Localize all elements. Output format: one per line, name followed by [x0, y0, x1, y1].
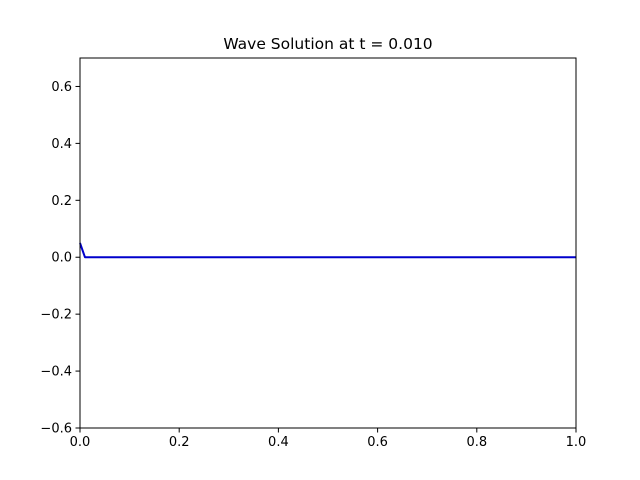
x-tick-label: 1.0	[566, 435, 587, 450]
x-tick-label: 0.4	[268, 435, 289, 450]
y-tick-label: 0.4	[51, 137, 72, 152]
x-tick-label: 0.8	[466, 435, 487, 450]
chart-title: Wave Solution at t = 0.010	[223, 35, 432, 53]
y-tick-label: −0.4	[40, 365, 72, 380]
series-layer	[79, 242, 576, 259]
y-tick-label: 0.2	[51, 194, 72, 209]
series-line-0	[79, 242, 576, 259]
y-tick-label: −0.2	[40, 308, 72, 323]
y-tick-label: 0.6	[51, 80, 72, 95]
x-tick-label: 0.6	[367, 435, 388, 450]
x-axis: 0.0 0.2 0.4 0.6 0.8 1.0	[70, 428, 587, 450]
y-tick-label: 0.0	[51, 251, 72, 266]
y-axis: −0.6 −0.4 −0.2 0.0 0.2 0.4 0.6	[40, 80, 80, 437]
plot-frame	[79, 57, 577, 429]
x-tick-label: 0.0	[70, 435, 91, 450]
x-tick-label: 0.2	[169, 435, 190, 450]
y-tick-label: −0.6	[40, 422, 72, 437]
